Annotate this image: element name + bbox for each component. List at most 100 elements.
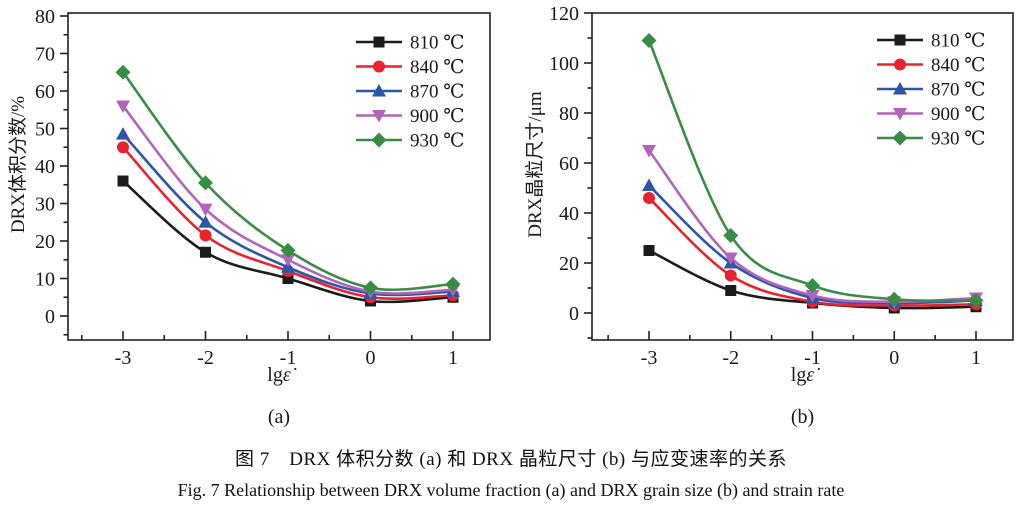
legend: 810 ℃ 840 ℃ 870 ℃ 900 ℃ 930 ℃ <box>877 31 986 150</box>
x-tick-label: -2 <box>197 347 214 369</box>
x-tick-label: 0 <box>366 347 376 369</box>
legend-item-900-℃: 900 ℃ <box>877 104 986 125</box>
legend-marker <box>893 108 907 121</box>
data-point <box>643 192 655 204</box>
y-tick-label: 60 <box>35 81 55 103</box>
y-tick-label: 30 <box>35 194 55 216</box>
legend-marker <box>372 84 386 97</box>
legend-label: 840 ℃ <box>931 55 986 76</box>
legend-item-810-℃: 810 ℃ <box>356 33 465 54</box>
y-tick-label: 120 <box>549 3 579 25</box>
legend-marker <box>892 130 908 146</box>
y-tick-label: 100 <box>549 53 579 75</box>
legend-marker <box>373 36 385 48</box>
y-tick-label: 0 <box>45 306 55 328</box>
charts-row: 0 10 20 30 40 50 60 70 80 -3 -2 -1 0 1 DRX体积分数/% lgε̇ (a… <box>0 0 1022 430</box>
legend-marker <box>893 82 907 95</box>
legend-label: 810 ℃ <box>410 33 465 54</box>
data-point <box>198 175 213 191</box>
data-point <box>805 278 820 293</box>
data-point <box>198 203 213 217</box>
legend-item-840-℃: 840 ℃ <box>356 57 465 78</box>
legend-item-930-℃: 930 ℃ <box>877 129 986 150</box>
chart-panel-a: 0 10 20 30 40 50 60 70 80 -3 -2 -1 0 1 DRX体积分数/% lgε̇ (a… <box>0 0 511 430</box>
caption-chinese: 图 7 DRX 体积分数 (a) 和 DRX 晶粒尺寸 (b) 与应变速率的关系 <box>235 449 787 470</box>
y-tick-label: 10 <box>35 269 55 291</box>
y-axis-title: DRX晶粒尺寸/μm <box>524 91 546 238</box>
panel-label: (b) <box>791 406 814 428</box>
legend-marker <box>372 110 386 123</box>
legend-label: 900 ℃ <box>410 106 465 127</box>
legend-item-930-℃: 930 ℃ <box>356 131 465 152</box>
data-point <box>723 228 739 243</box>
legend-marker <box>894 34 906 46</box>
legend-item-870-℃: 870 ℃ <box>356 82 465 103</box>
x-tick-label: -2 <box>722 347 739 369</box>
series-line <box>647 39 978 303</box>
legend-item-840-℃: 840 ℃ <box>877 55 986 76</box>
series-930-℃ <box>641 33 984 308</box>
y-tick-label: 20 <box>559 253 579 275</box>
data-point <box>968 293 984 308</box>
x-tick-label: 0 <box>889 347 899 369</box>
y-tick-label: 40 <box>559 203 579 225</box>
legend-marker <box>371 132 387 148</box>
x-tick-label: -1 <box>280 347 297 369</box>
legend-label: 810 ℃ <box>931 31 986 52</box>
y-tick-label: 60 <box>559 153 579 175</box>
legend-item-810-℃: 810 ℃ <box>877 31 986 52</box>
data-point <box>643 245 655 256</box>
data-point <box>116 127 130 140</box>
y-axis: 0 10 20 30 40 50 60 70 80 <box>35 6 68 336</box>
y-tick-label: 70 <box>35 44 55 66</box>
data-point <box>281 254 295 267</box>
data-point <box>724 269 737 282</box>
data-point <box>363 280 378 296</box>
legend-item-900-℃: 900 ℃ <box>356 106 465 127</box>
x-tick-label: -3 <box>641 347 658 369</box>
legend-label: 870 ℃ <box>410 82 465 103</box>
y-axis-title: DRX体积分数/% <box>7 96 29 233</box>
y-tick-label: 0 <box>569 303 579 325</box>
plot-border <box>591 12 1014 341</box>
data-point <box>117 175 129 187</box>
legend-marker <box>373 60 385 73</box>
data-point <box>642 178 656 191</box>
y-tick-label: 80 <box>559 103 579 125</box>
data-point <box>115 64 131 80</box>
x-tick-label: -3 <box>115 347 132 369</box>
data-point <box>725 285 737 296</box>
y-tick-label: 50 <box>35 119 55 141</box>
data-point <box>198 215 213 228</box>
series-810-℃ <box>117 175 459 307</box>
plot-border <box>67 12 491 341</box>
data-point <box>723 252 738 265</box>
y-tick-label: 20 <box>35 231 55 253</box>
data-point <box>199 229 212 242</box>
legend-label: 930 ℃ <box>931 129 986 150</box>
y-tick-label: 80 <box>35 6 55 28</box>
legend: 810 ℃ 840 ℃ 870 ℃ 900 ℃ 930 ℃ <box>356 33 465 152</box>
legend-marker <box>894 58 906 71</box>
data-point <box>117 141 129 154</box>
data-point <box>200 246 211 258</box>
data-point <box>805 290 820 303</box>
chart-panel-b: 0 20 40 60 80 100 120 -3 -2 -1 0 1 DRX晶粒尺寸/μm lgε̇ (b)… <box>511 0 1022 430</box>
data-point <box>886 291 902 307</box>
data-point <box>445 276 461 292</box>
caption-english: Fig. 7 Relationship between DRX volume f… <box>177 480 845 500</box>
legend-label: 900 ℃ <box>931 104 986 125</box>
legend-label: 930 ℃ <box>410 131 465 152</box>
data-point <box>116 100 130 113</box>
x-tick-label: 1 <box>971 347 981 369</box>
x-tick-label: 1 <box>448 347 458 369</box>
series-930-℃ <box>115 64 461 296</box>
legend-label: 840 ℃ <box>410 57 465 78</box>
x-axis: -3 -2 -1 0 1 <box>80 331 458 369</box>
figure-captions: 图 7 DRX 体积分数 (a) 和 DRX 晶粒尺寸 (b) 与应变速率的关系… <box>0 444 1022 501</box>
y-tick-label: 40 <box>35 156 55 178</box>
panel-label: (a) <box>268 406 290 428</box>
legend-label: 870 ℃ <box>931 80 986 101</box>
